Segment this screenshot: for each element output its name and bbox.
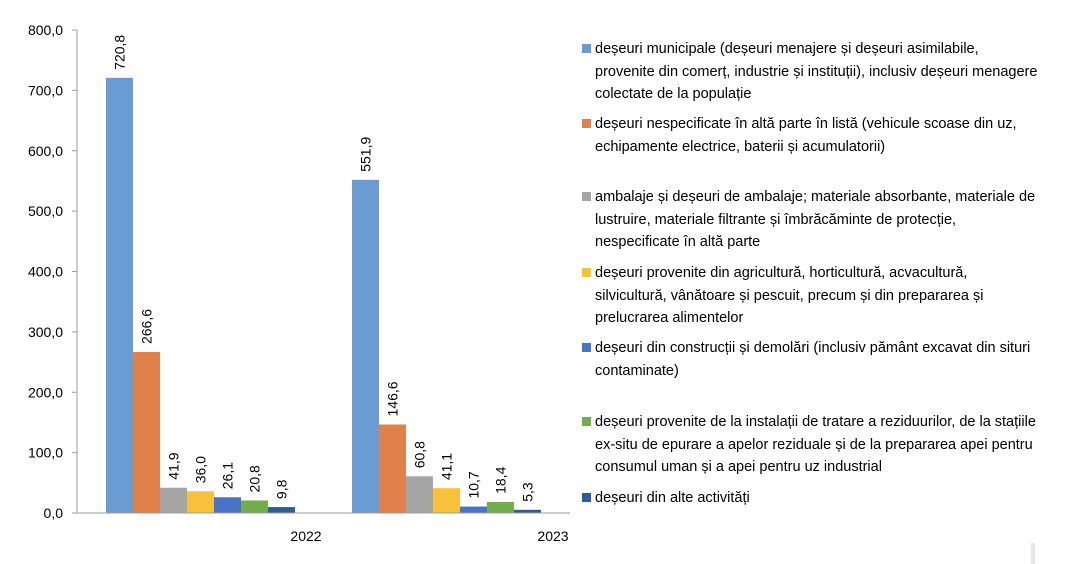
legend-swatch <box>582 192 591 201</box>
bar-2022-series-3 <box>160 487 187 513</box>
data-label: 60,8 <box>412 441 428 468</box>
data-label: 10,7 <box>466 471 482 498</box>
data-label: 20,8 <box>247 465 263 492</box>
bar-2022-series-7 <box>268 507 295 513</box>
legend-swatch <box>582 343 591 352</box>
y-tick-label: 500,0 <box>28 203 63 219</box>
data-label: 26,1 <box>220 462 236 489</box>
bars: 720,8 266,6 41,9 36,0 26,1 20,8 9,8 551,9 146,6 6… <box>106 35 541 513</box>
bar-2023-series-1 <box>352 179 379 513</box>
bar-2023-series-4 <box>433 488 460 513</box>
legend-swatch <box>582 119 591 128</box>
y-tick-label: 0,0 <box>44 505 64 521</box>
data-label: 36,0 <box>193 456 209 483</box>
legend-swatch <box>582 493 591 502</box>
data-label: 5,3 <box>520 482 536 502</box>
y-tick-label: 300,0 <box>28 324 63 340</box>
y-axis: 0,0 100,0 200,0 300,0 400,0 500,0 600,0 700,0 80… <box>28 22 78 521</box>
data-label: 146,6 <box>385 381 401 416</box>
bar-2022-series-4 <box>187 491 214 513</box>
x-category-label: 2022 <box>290 528 321 544</box>
bar-2023-series-7 <box>514 509 541 513</box>
bar-2023-series-3 <box>406 476 433 513</box>
bar-chart: 0,0 100,0 200,0 300,0 400,0 500,0 600,0 700,0 80… <box>28 22 570 544</box>
legend-label: deșeuri provenite din agricultură, horti… <box>595 265 984 326</box>
bar-2023-series-2 <box>379 424 406 513</box>
y-tick-label: 200,0 <box>28 384 63 400</box>
data-label: 9,8 <box>274 479 290 499</box>
y-tick-label: 400,0 <box>28 264 63 280</box>
x-category-label: 2023 <box>537 528 568 544</box>
bar-2023-series-6 <box>487 501 514 513</box>
legend-label: deșeuri din alte activități <box>595 490 750 506</box>
legend-label: deșeuri municipale (deșeuri menajere și … <box>595 41 1038 102</box>
y-tick-label: 800,0 <box>28 22 63 38</box>
bar-2022-series-2 <box>133 352 160 513</box>
legend-label: deșeuri nespecificate în altă parte în l… <box>595 116 1017 155</box>
data-label: 720,8 <box>112 35 128 70</box>
y-tick-label: 100,0 <box>28 445 63 461</box>
legend-label: deșeuri din construcții și demolări (inc… <box>595 340 1031 379</box>
data-label: 18,4 <box>493 466 509 493</box>
bar-2022-series-5 <box>214 497 241 513</box>
data-label: 551,9 <box>358 137 374 172</box>
bar-2022-series-1 <box>106 77 133 513</box>
data-label: 41,9 <box>166 452 182 479</box>
bar-2023-series-5 <box>460 506 487 513</box>
bar-2022-series-6 <box>241 500 268 513</box>
legend-swatch <box>582 417 591 426</box>
data-label: 41,1 <box>439 453 455 480</box>
legend-label: ambalaje și deșeuri de ambalaje; materia… <box>595 189 1036 250</box>
legend: deșeuri municipale (deșeuri menajere și … <box>580 0 1060 564</box>
y-tick-label: 700,0 <box>28 82 63 98</box>
x-axis: 2022 2023 <box>77 512 570 544</box>
legend-label: deșeuri provenite de la instalații de tr… <box>595 414 1036 475</box>
y-tick-label: 600,0 <box>28 143 63 159</box>
data-label: 266,6 <box>139 309 155 344</box>
edge-mark <box>1031 543 1035 564</box>
legend-swatch <box>582 268 591 277</box>
legend-swatch <box>582 44 591 53</box>
